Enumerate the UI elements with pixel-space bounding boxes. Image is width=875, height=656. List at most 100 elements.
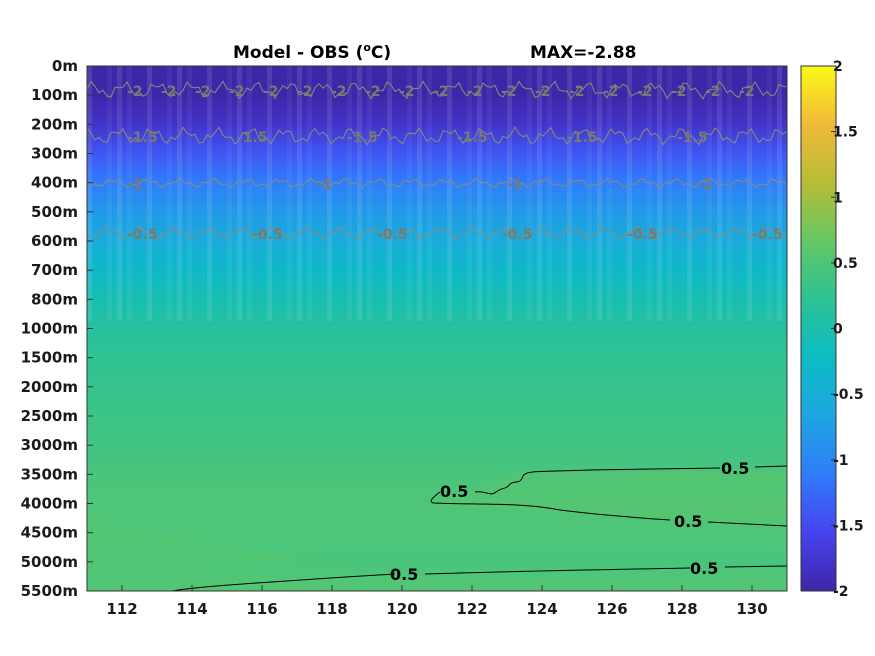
stripe [567, 66, 572, 321]
contour-label: -2 [467, 84, 483, 100]
y-tick-label: 5500m [21, 582, 78, 600]
upper-contours [87, 80, 787, 241]
stripe [367, 66, 372, 321]
stripe [477, 66, 482, 321]
stripe [447, 66, 452, 321]
stripe [227, 66, 232, 321]
stripe [467, 66, 472, 321]
stripe [627, 66, 632, 321]
y-tick-label: 600m [31, 232, 78, 250]
contour-label: -2 [127, 84, 143, 100]
stripe [347, 66, 352, 321]
colorbar [800, 65, 837, 592]
contour-line [87, 125, 787, 146]
contour-label: -2 [331, 84, 347, 100]
stripe [717, 66, 722, 321]
y-tick-label: 700m [31, 261, 78, 279]
contour-label: -2 [263, 84, 279, 100]
contour-label: -1 [697, 177, 713, 193]
contour-label: 0.5 [690, 559, 718, 578]
contour-label: -2 [671, 84, 687, 100]
stripe [297, 66, 302, 321]
y-tick-label: 300m [31, 145, 78, 163]
y-tick-label: 4000m [21, 495, 78, 513]
stripe [267, 66, 272, 321]
contour-label: -2 [637, 84, 653, 100]
stripe [527, 66, 532, 321]
contour-line-deep [171, 573, 396, 591]
stripe [667, 66, 672, 321]
x-tick-label: 118 [316, 600, 347, 618]
contour-label: -2 [229, 84, 245, 100]
contour-label: -1.5 [567, 130, 598, 146]
y-tick-label: 500m [31, 203, 78, 221]
colorbar-tick-label: 0.5 [833, 256, 858, 272]
stripe [547, 66, 552, 321]
stripe [647, 66, 652, 321]
deep-region [430, 470, 787, 520]
y-tick-label: 400m [31, 174, 78, 192]
x-tick-label: 124 [526, 600, 557, 618]
stripe [687, 66, 692, 321]
contour-label: -1 [317, 177, 333, 193]
contour-label: -1 [507, 177, 523, 193]
contour-label: -2 [161, 84, 177, 100]
contour-label: -2 [433, 84, 449, 100]
stripe [207, 66, 212, 321]
contour-label: -0.5 [127, 227, 158, 243]
contour-label: -1.5 [237, 130, 268, 146]
contour-labels-lower: 0.5 0.5 0.5 0.5 0.5 [390, 459, 749, 584]
contour-label: -2 [603, 84, 619, 100]
contour-line-lower [430, 491, 787, 527]
stripe [657, 66, 662, 321]
stripe [117, 66, 122, 321]
contour-labels-upper: -2 -2 -2 -2 -2 -2 -2 -2 -2 -2 -2 -2 -2 -2 -2 -2 -2 -2 -2 -1… [127, 84, 783, 243]
colorbar-tick-label: -0.5 [833, 387, 864, 403]
y-tick-label: 1000m [21, 320, 78, 338]
contour-label: -0.5 [252, 227, 283, 243]
contour-label: 0.5 [674, 512, 702, 531]
contour-label: -2 [297, 84, 313, 100]
contour-label: -0.5 [377, 227, 408, 243]
stripe [237, 66, 242, 321]
colorbar-tick-label: 1 [833, 190, 843, 206]
contour-line-deep-right [424, 565, 787, 575]
contour-line-mid [474, 465, 787, 495]
x-tick-label: 130 [736, 600, 767, 618]
stripe [537, 66, 542, 321]
x-tick-label: 128 [666, 600, 697, 618]
colorbar-tick-label: -2 [833, 584, 849, 600]
stripe [777, 66, 782, 321]
stripe [427, 66, 432, 321]
y-tick-label: 2500m [21, 407, 78, 425]
colorbar-ticks: -2 -1.5 -1 -0.5 0 0.5 1 1.5 2 [831, 59, 864, 600]
y-axis: 0m 100m 200m 300m 400m 500m 600m 700m 800m 1000m 1… [21, 57, 93, 600]
stripe [597, 66, 602, 321]
x-tick-label: 120 [386, 600, 417, 618]
stripe [287, 66, 292, 321]
stripe [407, 66, 412, 321]
stripe [487, 66, 492, 321]
contour-line [87, 80, 787, 100]
stripe [357, 66, 362, 321]
contour-label: -2 [739, 84, 755, 100]
stripe [127, 66, 132, 321]
stripe [767, 66, 772, 321]
x-tick-label: 112 [106, 600, 137, 618]
stripe [147, 66, 152, 321]
contour-label: -0.5 [752, 227, 783, 243]
contour-label: -2 [365, 84, 381, 100]
stripe [707, 66, 712, 321]
contour-label: -1.5 [457, 130, 488, 146]
y-tick-label: 800m [31, 290, 78, 308]
colorbar-tick-label: -1 [833, 453, 849, 469]
stripe [87, 66, 92, 321]
stripe [247, 66, 252, 321]
contour-label: -2 [501, 84, 517, 100]
deep-wedge [87, 523, 330, 575]
contour-label: -2 [569, 84, 585, 100]
y-tick-label: 4500m [21, 524, 78, 542]
stripe [107, 66, 112, 321]
stripe [387, 66, 392, 321]
